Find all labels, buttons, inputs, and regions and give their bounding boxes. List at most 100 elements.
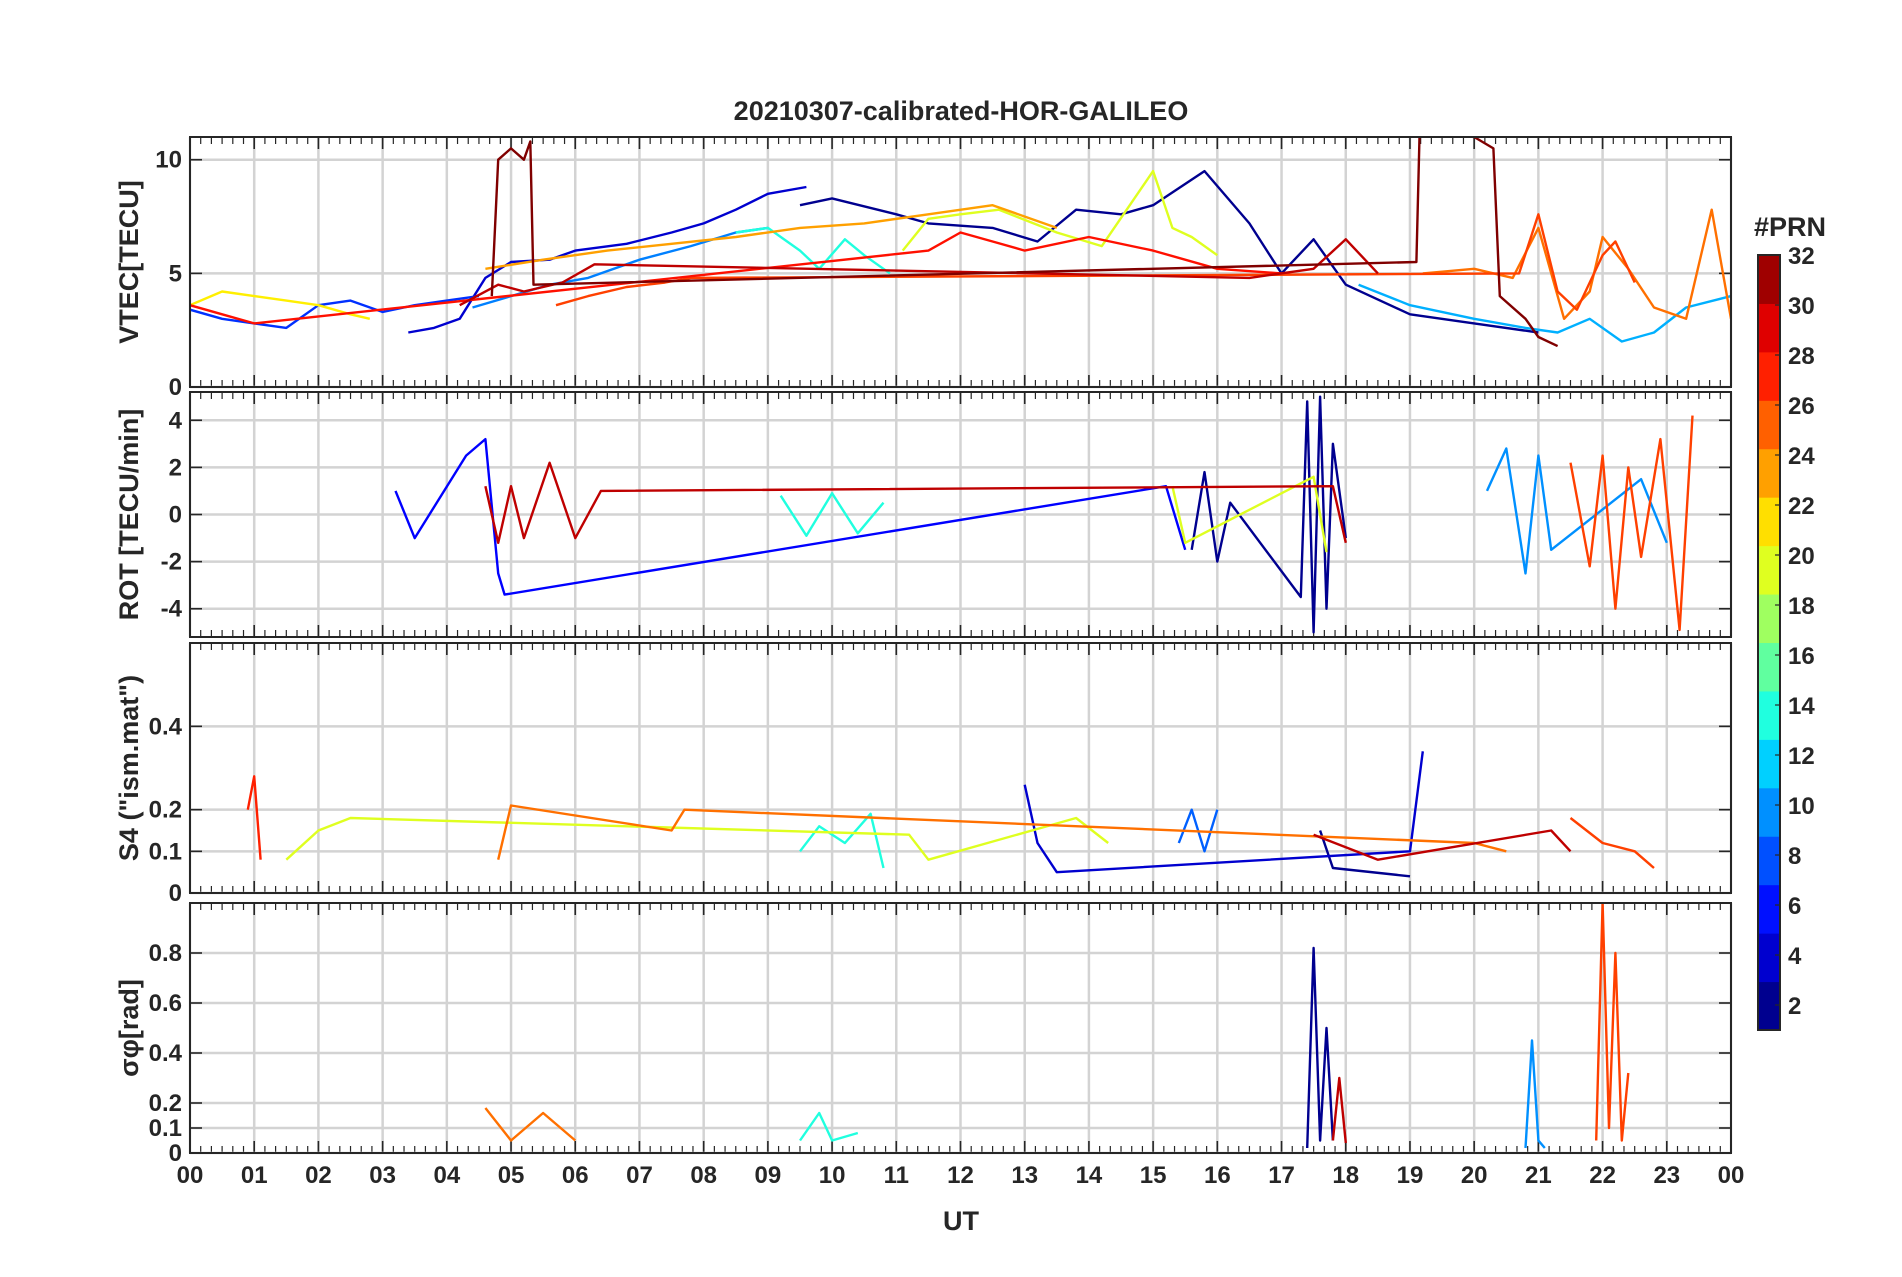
y-tick-label: 0.2 — [149, 797, 182, 824]
series-line-prn-13 — [779, 492, 885, 537]
colorbar-tick-label: 4 — [1788, 943, 1802, 970]
y-axis-label: σφ[rad] — [114, 979, 144, 1077]
series-line-prn-1 — [1306, 946, 1335, 1149]
plot-frame — [189, 642, 1732, 894]
colorbar-segment — [1758, 400, 1780, 450]
colorbar-tick-label: 28 — [1788, 343, 1815, 370]
series-line-prn-19 — [190, 290, 371, 320]
plot-frame — [189, 391, 1732, 638]
rot-panel: -4 -2 0 2 4 ROT [TECU/min] — [114, 391, 1733, 638]
x-tick-label: 11 — [884, 1162, 909, 1189]
colorbar-label: #PRN — [1754, 212, 1826, 242]
y-tick-label: 0 — [169, 1140, 182, 1167]
x-tick-label: 15 — [1140, 1162, 1167, 1189]
series-line-prn-20 — [285, 816, 1109, 861]
series-group — [394, 395, 1694, 634]
y-tick-label: 0.4 — [149, 1040, 183, 1067]
x-tick-label: 08 — [690, 1162, 717, 1189]
colorbar-segment — [1758, 981, 1780, 1031]
colorbar-tick-label: 2 — [1788, 993, 1801, 1020]
x-tick-label: 09 — [755, 1162, 782, 1189]
colorbar-segment — [1758, 497, 1780, 547]
x-tick-label: 00 — [177, 1162, 204, 1189]
colorbar-segment — [1758, 351, 1780, 401]
colorbar-frame — [1757, 254, 1781, 1031]
y-axis-label: VTEC[TECU] — [114, 180, 144, 344]
x-tick-label: 10 — [819, 1162, 846, 1189]
series-line-prn-3 — [408, 185, 807, 334]
plot-frame — [189, 902, 1732, 1154]
series-line-prn-26 — [1569, 415, 1694, 632]
plot-frame — [189, 136, 1732, 388]
x-tick-label: 03 — [369, 1162, 396, 1189]
series-line-prn-31 — [459, 238, 1379, 307]
x-tick-label: 16 — [1204, 1162, 1231, 1189]
series-group — [190, 137, 1731, 348]
series-line-prn-31 — [484, 461, 1347, 544]
x-tick-label: 13 — [1011, 1162, 1038, 1189]
colorbar-tick-label: 26 — [1788, 393, 1815, 420]
colorbar-segment — [1758, 933, 1780, 983]
x-tick-label: 14 — [1076, 1162, 1103, 1189]
colorbar-segment — [1758, 255, 1780, 304]
colorbar-segment — [1758, 836, 1780, 886]
series-line-prn-31 — [1331, 1076, 1347, 1144]
x-tick-label: 20 — [1461, 1162, 1488, 1189]
series-line-prn-1 — [1190, 395, 1347, 634]
series-line-prn-10 — [1358, 283, 1731, 343]
colorbar-segment — [1758, 448, 1780, 498]
x-tick-label: 17 — [1268, 1162, 1295, 1189]
y-tick-label: 10 — [155, 147, 182, 174]
colorbar-tick-label: 20 — [1788, 543, 1815, 570]
series-line-prn-13 — [799, 1111, 859, 1142]
series-line-prn-1 — [799, 169, 1539, 334]
series-line-prn-26 — [1595, 903, 1630, 1142]
colorbar-segment — [1758, 303, 1780, 353]
colorbar-segment — [1758, 642, 1780, 692]
y-tick-label: 0.6 — [149, 990, 182, 1017]
colorbar-tick-label: 18 — [1788, 593, 1815, 620]
series-line-prn-20 — [1171, 475, 1328, 553]
colorbar-tick-label: 12 — [1788, 743, 1815, 770]
x-axis-label: UT — [943, 1206, 979, 1236]
x-tick-label: 21 — [1525, 1162, 1552, 1189]
y-tick-label: 0 — [169, 374, 182, 401]
series-line-prn-26 — [1569, 817, 1655, 869]
s4-panel: 0 0.1 0.2 0.4S4 ("ism.mat") — [114, 642, 1733, 907]
y-tick-label: 2 — [169, 454, 182, 481]
y-axis-label: S4 ("ism.mat") — [114, 675, 144, 861]
series-line-prn-26 — [555, 213, 1636, 311]
colorbar-segment — [1758, 594, 1780, 643]
series-line-prn-22 — [485, 203, 1058, 270]
colorbar-segment — [1758, 690, 1780, 740]
series-line-prn-13 — [799, 812, 885, 869]
x-tick-label: 05 — [498, 1162, 525, 1189]
colorbar-segment — [1758, 787, 1780, 837]
y-tick-label: 4 — [169, 407, 183, 434]
y-tick-label: -2 — [161, 549, 182, 576]
x-tick-label: 19 — [1397, 1162, 1424, 1189]
series-line-prn-28 — [190, 231, 1282, 325]
x-tick-label: 06 — [562, 1162, 589, 1189]
x-tick-label: 23 — [1653, 1162, 1680, 1189]
x-tick-label: 12 — [947, 1162, 974, 1189]
series-line-prn-5 — [190, 294, 480, 330]
x-tick-label: 07 — [626, 1162, 653, 1189]
y-tick-label: 0.2 — [149, 1090, 182, 1117]
y-tick-label: 5 — [169, 260, 182, 287]
series-group — [484, 903, 1630, 1149]
series-line-prn-32 — [490, 137, 1559, 348]
colorbar-segment — [1758, 545, 1780, 595]
series-line-prn-24 — [484, 1107, 577, 1142]
y-tick-label: 0 — [169, 880, 182, 907]
sigma-phi-panel: 00.10.2 0.4 0.6 0.8σφ[rad] — [114, 902, 1733, 1167]
series-line-prn-9 — [1485, 447, 1668, 575]
x-tick-label: 00 — [1718, 1162, 1745, 1189]
colorbar-segment — [1758, 739, 1780, 789]
colorbar-segment — [1758, 884, 1780, 934]
colorbar-tick-label: 6 — [1788, 893, 1801, 920]
colorbar-tick-label: 14 — [1788, 693, 1815, 720]
